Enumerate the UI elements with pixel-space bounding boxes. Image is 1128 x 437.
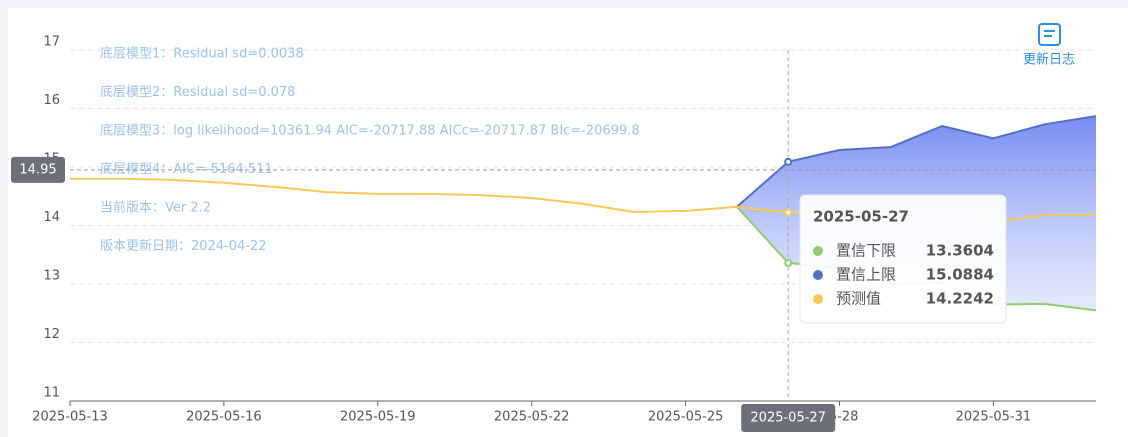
annotation: 底层模型2：Residual sd=0.078 [100,84,295,100]
y-tick-label: 16 [43,93,60,108]
y-tick-label: 17 [43,35,60,50]
y-tick-label: 12 [43,327,60,342]
log-icon [1038,23,1061,46]
toolbar-button[interactable]: 更新日志 [1023,23,1075,68]
hover-point [784,208,793,217]
tooltip-name: 置信上限 [836,266,896,284]
annotation: 底层模型1：Residual sd=0.0038 [100,46,304,62]
annotation: 底层模型3：log likelihood=10361.94 AIC=-20717… [100,123,640,139]
series-line [736,115,1097,208]
annotation: 当前版本：Ver 2.2 [100,200,211,216]
y-tick-label: 13 [43,269,60,284]
crosshair-x-badge [741,404,836,432]
crosshair-y-label: 14.95 [19,162,56,177]
tooltip-marker [813,270,823,280]
x-tick-label: 2025-05-19 [340,410,416,425]
tooltip: 2025-05-27 置信下限 13.3604 置信上限 15.0884 预测值 14.22… [799,194,1007,324]
x-tick-label: 2025-05-22 [494,410,570,425]
toolbar-label: 更新日志 [1023,52,1075,68]
tooltip-marker [813,246,823,256]
tooltip-name: 预测值 [836,290,881,308]
tooltip-value: 15.0884 [926,266,994,284]
tooltip-box [799,194,1007,324]
x-tick-label: 2025-05-16 [186,410,262,425]
x-tick-label: 2025-05-13 [32,410,108,425]
hover-point [784,157,793,166]
tooltip-value: 14.2242 [926,290,994,308]
crosshair-x-label: 2025-05-27 [750,411,826,426]
crosshair-y-badge [11,156,65,183]
annotation: 底层模型4：AIC=-5164.511 [100,161,273,177]
y-tick-label: 14 [43,210,60,225]
hover-point [784,258,793,267]
annotation: 版本更新日期：2024-04-22 [100,238,267,254]
x-tick-label: 2025-05-25 [648,410,724,425]
tooltip-name: 置信下限 [836,242,896,260]
y-tick-label: 11 [43,386,60,401]
tooltip-value: 13.3604 [926,242,994,260]
tooltip-marker [813,294,823,304]
tooltip-title: 2025-05-27 [813,208,909,226]
x-tick-label: 2025-05-31 [956,410,1032,425]
